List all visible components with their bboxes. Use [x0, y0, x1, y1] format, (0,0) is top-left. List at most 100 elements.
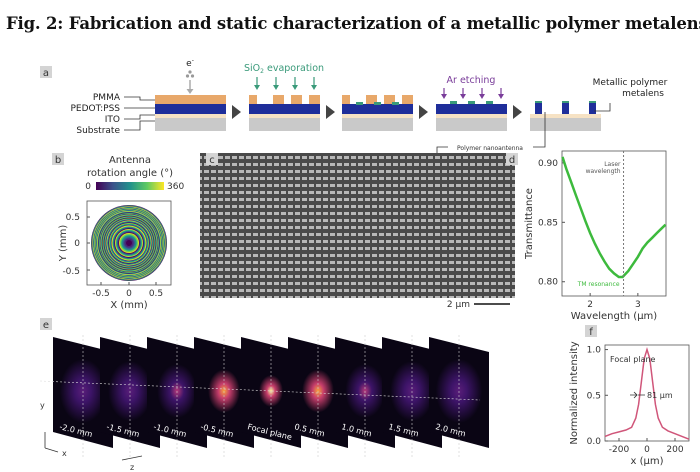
pmma-layer [155, 95, 226, 104]
beam-profile-plane: 1.5 mm [382, 335, 442, 457]
pedot-layer [342, 104, 413, 114]
colorbar-min: 0 [85, 182, 91, 192]
process-arrow-icon [419, 105, 428, 119]
panel-label-f: f [589, 327, 593, 338]
plot-frame [561, 150, 667, 297]
fwhm-label: 81 µm [647, 391, 673, 400]
panel-label-e: e [43, 320, 49, 331]
pmma-pillar [273, 95, 284, 104]
process-arrow-icon [326, 105, 335, 119]
panel-label-box [585, 325, 597, 337]
panel-f: f -200 0 200 1.0 0.5 0.0 x (µm) Normalized inte… [569, 325, 690, 467]
ytick-label: 0 [74, 239, 80, 249]
data-line [561, 156, 667, 279]
ito-layer [342, 114, 413, 118]
sio2-cap [589, 101, 596, 103]
y-tick-label: 0.80 [538, 278, 558, 288]
sio2-arrowhead-icon [254, 85, 260, 90]
layer-label-substrate: Substrate [76, 126, 120, 136]
sio2-mask [392, 102, 399, 105]
colorbar-title-line1: Antenna [109, 155, 151, 166]
y-axis-label: Transmittance [524, 188, 535, 260]
ar-arrowhead-icon [460, 94, 466, 99]
x-tick-label: -200 [609, 445, 630, 455]
panel-label-c: c [209, 155, 215, 166]
result-label-line1: Metallic polymer [593, 78, 668, 88]
pmma-pillar [366, 95, 377, 104]
panel-label-d: d [509, 155, 515, 166]
colorbar-title-line2: rotation angle (°) [87, 168, 173, 179]
beam-profile-plane: -0.5 mm [194, 335, 254, 457]
polymer-nanoantenna [535, 102, 542, 114]
y-tick-label: 0.90 [538, 159, 558, 169]
x-tick-label: 2 [587, 300, 593, 310]
beam-profile-plane: -2.0 mm [53, 335, 113, 457]
xy-axes-icon [44, 432, 59, 453]
result-leader-line [594, 103, 611, 112]
result-label-line2: metalens [622, 89, 664, 99]
phase-rings [87, 205, 167, 285]
axis-y-label: y [40, 401, 45, 410]
panel-a: a PMMA PEDOT:PSS ITO Substrate e- SiO2 e… [40, 57, 668, 154]
layer-label-ito: ITO [105, 115, 120, 125]
sio2-mask [468, 101, 475, 104]
x-tick-label: 200 [666, 445, 683, 455]
pmma-pillar [402, 95, 413, 104]
beam-profile-plane: -1.0 mm [147, 335, 207, 457]
substrate-layer [342, 118, 413, 131]
panel-label-box [52, 153, 64, 165]
sio2-evaporation-label: SiO2 evaporation [244, 63, 324, 75]
panel-d: d 2 3 0.90 0.85 0.80 Wavelength (µm) Transmitt… [506, 150, 667, 322]
figure-title: Fig. 2: Fabrication and static character… [6, 14, 700, 33]
x-axis-label: X (mm) [110, 300, 147, 311]
sio2-cap [562, 101, 569, 103]
layer-label-pmma: PMMA [93, 93, 121, 103]
legend-text: Focal plane [610, 355, 656, 364]
substrate-layer [530, 118, 601, 131]
tm-resonance-label: TM resonance [577, 281, 620, 288]
x-tick-label: 0 [644, 445, 650, 455]
layer-label-pedot: PEDOT:PSS [70, 104, 120, 114]
pedot-layer [249, 104, 320, 114]
y-tick-label: 0.0 [587, 437, 602, 447]
sio2-mask [374, 102, 381, 105]
horizontal-guide [39, 380, 481, 401]
panel-c: c 2 µm [200, 153, 515, 312]
pmma-pillar [309, 95, 320, 104]
x-axis-label: Wavelength (µm) [571, 311, 658, 322]
process-arrow-icon [513, 105, 522, 119]
x-axis-label: x (µm) [630, 456, 663, 467]
z-axis-arrow [121, 455, 143, 461]
sem-image [200, 153, 515, 298]
ytick-label: -0.5 [62, 267, 80, 277]
pmma-pillar [291, 95, 302, 104]
ito-layer [436, 114, 507, 118]
substrate-layer [155, 118, 226, 131]
laser-label-line1: Laser [604, 161, 621, 168]
y-tick-label: 0.5 [587, 391, 601, 401]
layer-leader-lines [124, 96, 155, 131]
electron-label: e- [186, 57, 194, 69]
sio2-arrowhead-icon [292, 85, 298, 90]
ar-etching-label: Ar etching [447, 75, 496, 86]
y-tick-label: 0.85 [538, 218, 558, 228]
substrate-layer [436, 118, 507, 131]
axis-z-label: z [130, 463, 134, 472]
substrate-layer [249, 118, 320, 131]
nanoantenna-label: Polymer nanoantenna [457, 145, 523, 152]
y-axis-label: Y (mm) [58, 225, 69, 263]
scalebar-label: 2 µm [447, 300, 470, 310]
sio2-arrowhead-icon [273, 85, 279, 90]
ito-layer [530, 114, 601, 118]
beam-profile-plane: -1.5 mm [100, 335, 160, 457]
pedot-layer [436, 104, 507, 114]
panel-b: b Antenna rotation angle (°) 0 360 0.5 0… [52, 153, 184, 311]
panel-label-b: b [55, 155, 61, 166]
panel-label-a: a [43, 68, 49, 79]
panel-label-box [40, 318, 52, 330]
panel-label-box [40, 66, 52, 78]
process-arrow-icon [232, 105, 241, 119]
pmma-pillar [342, 95, 350, 104]
sio2-arrowhead-icon [311, 85, 317, 90]
electron-dots-icon [185, 70, 195, 78]
